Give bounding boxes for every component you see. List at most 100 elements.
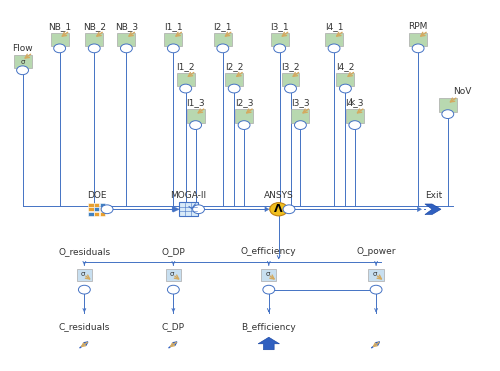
FancyBboxPatch shape — [94, 207, 100, 211]
Text: I4_3: I4_3 — [346, 98, 364, 108]
FancyBboxPatch shape — [100, 211, 105, 216]
Circle shape — [168, 285, 179, 294]
FancyBboxPatch shape — [100, 203, 105, 207]
Text: σ: σ — [372, 271, 377, 277]
Text: I2_3: I2_3 — [235, 98, 254, 108]
FancyBboxPatch shape — [186, 109, 204, 123]
Circle shape — [238, 121, 250, 129]
Circle shape — [370, 285, 382, 294]
Text: RPM: RPM — [408, 22, 428, 31]
Circle shape — [78, 285, 90, 294]
Text: NB_1: NB_1 — [48, 22, 71, 31]
Text: I2_2: I2_2 — [225, 62, 244, 71]
Circle shape — [192, 205, 204, 214]
FancyBboxPatch shape — [235, 109, 253, 123]
Text: Λ: Λ — [274, 204, 283, 214]
FancyBboxPatch shape — [164, 33, 182, 46]
Text: I4_2: I4_2 — [336, 62, 354, 71]
FancyBboxPatch shape — [179, 202, 198, 216]
Text: NB_3: NB_3 — [115, 22, 138, 31]
Polygon shape — [425, 204, 441, 214]
Polygon shape — [418, 207, 422, 211]
Circle shape — [217, 44, 228, 53]
Text: σ: σ — [266, 271, 270, 277]
FancyBboxPatch shape — [225, 73, 243, 86]
Polygon shape — [265, 207, 269, 211]
Circle shape — [54, 44, 66, 53]
Text: O_efficiency: O_efficiency — [241, 247, 296, 256]
FancyBboxPatch shape — [88, 211, 94, 216]
Circle shape — [16, 66, 28, 75]
Circle shape — [283, 205, 295, 214]
Text: I3_2: I3_2 — [282, 62, 300, 71]
FancyBboxPatch shape — [88, 207, 94, 211]
FancyBboxPatch shape — [94, 211, 100, 216]
FancyBboxPatch shape — [270, 33, 288, 46]
Circle shape — [263, 285, 274, 294]
Circle shape — [412, 44, 424, 53]
FancyBboxPatch shape — [76, 269, 92, 281]
Text: ANSYS: ANSYS — [264, 191, 294, 200]
FancyBboxPatch shape — [346, 109, 364, 123]
FancyBboxPatch shape — [292, 109, 310, 123]
Text: B_efficiency: B_efficiency — [242, 322, 296, 332]
Circle shape — [284, 84, 296, 93]
Text: NB_2: NB_2 — [83, 22, 106, 31]
FancyBboxPatch shape — [336, 73, 354, 86]
Polygon shape — [172, 207, 176, 211]
Text: I4_1: I4_1 — [325, 22, 344, 31]
FancyBboxPatch shape — [325, 33, 343, 46]
Text: σ: σ — [20, 59, 24, 65]
FancyBboxPatch shape — [118, 33, 136, 46]
Text: I3_1: I3_1 — [270, 22, 289, 31]
FancyBboxPatch shape — [88, 203, 94, 207]
Text: C_residuals: C_residuals — [58, 322, 110, 332]
Circle shape — [88, 44, 100, 53]
Text: NoV: NoV — [454, 88, 472, 96]
FancyBboxPatch shape — [439, 98, 456, 112]
Text: I1_3: I1_3 — [186, 98, 205, 108]
Circle shape — [228, 84, 240, 93]
FancyBboxPatch shape — [100, 207, 105, 211]
FancyBboxPatch shape — [214, 33, 232, 46]
Text: k: k — [349, 98, 354, 108]
FancyBboxPatch shape — [282, 73, 300, 86]
Circle shape — [294, 121, 306, 129]
Circle shape — [180, 84, 192, 93]
Text: I1_1: I1_1 — [164, 22, 182, 31]
Text: Exit: Exit — [425, 191, 442, 200]
FancyBboxPatch shape — [368, 269, 384, 281]
Text: I1_2: I1_2 — [176, 62, 195, 71]
Polygon shape — [173, 206, 180, 212]
Polygon shape — [258, 337, 280, 350]
Circle shape — [349, 121, 361, 129]
FancyBboxPatch shape — [166, 269, 181, 281]
Circle shape — [328, 44, 340, 53]
FancyBboxPatch shape — [409, 33, 427, 46]
Circle shape — [120, 44, 132, 53]
Circle shape — [274, 44, 285, 53]
Text: σ: σ — [81, 271, 86, 277]
Circle shape — [190, 121, 202, 129]
Circle shape — [442, 110, 454, 118]
Text: Flow: Flow — [12, 44, 33, 53]
Text: MOGA-II: MOGA-II — [170, 191, 206, 200]
Text: σ: σ — [170, 271, 174, 277]
Text: C_DP: C_DP — [162, 322, 185, 332]
Text: O_DP: O_DP — [162, 247, 185, 256]
Circle shape — [340, 84, 351, 93]
FancyBboxPatch shape — [177, 73, 194, 86]
Circle shape — [168, 44, 179, 53]
Text: DOE: DOE — [87, 191, 106, 200]
Text: O_power: O_power — [356, 247, 396, 256]
Circle shape — [270, 203, 287, 216]
FancyBboxPatch shape — [50, 33, 68, 46]
Circle shape — [101, 205, 113, 214]
FancyBboxPatch shape — [261, 269, 276, 281]
Text: I2_1: I2_1 — [214, 22, 232, 31]
FancyBboxPatch shape — [94, 203, 100, 207]
FancyBboxPatch shape — [14, 55, 32, 68]
Text: I3_3: I3_3 — [291, 98, 310, 108]
FancyBboxPatch shape — [86, 33, 103, 46]
Text: O_residuals: O_residuals — [58, 247, 110, 256]
